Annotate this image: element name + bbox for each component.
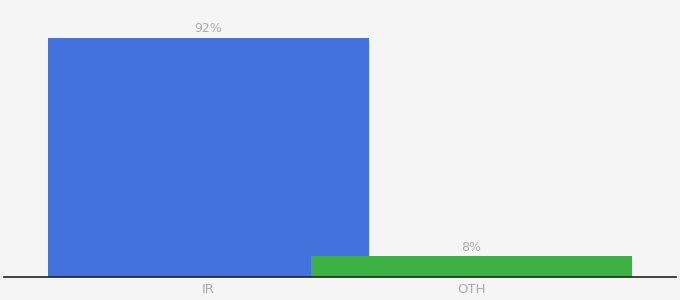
Bar [311,256,632,277]
Bar [48,38,369,277]
Text: 8%: 8% [462,241,481,254]
Text: 92%: 92% [194,22,222,35]
